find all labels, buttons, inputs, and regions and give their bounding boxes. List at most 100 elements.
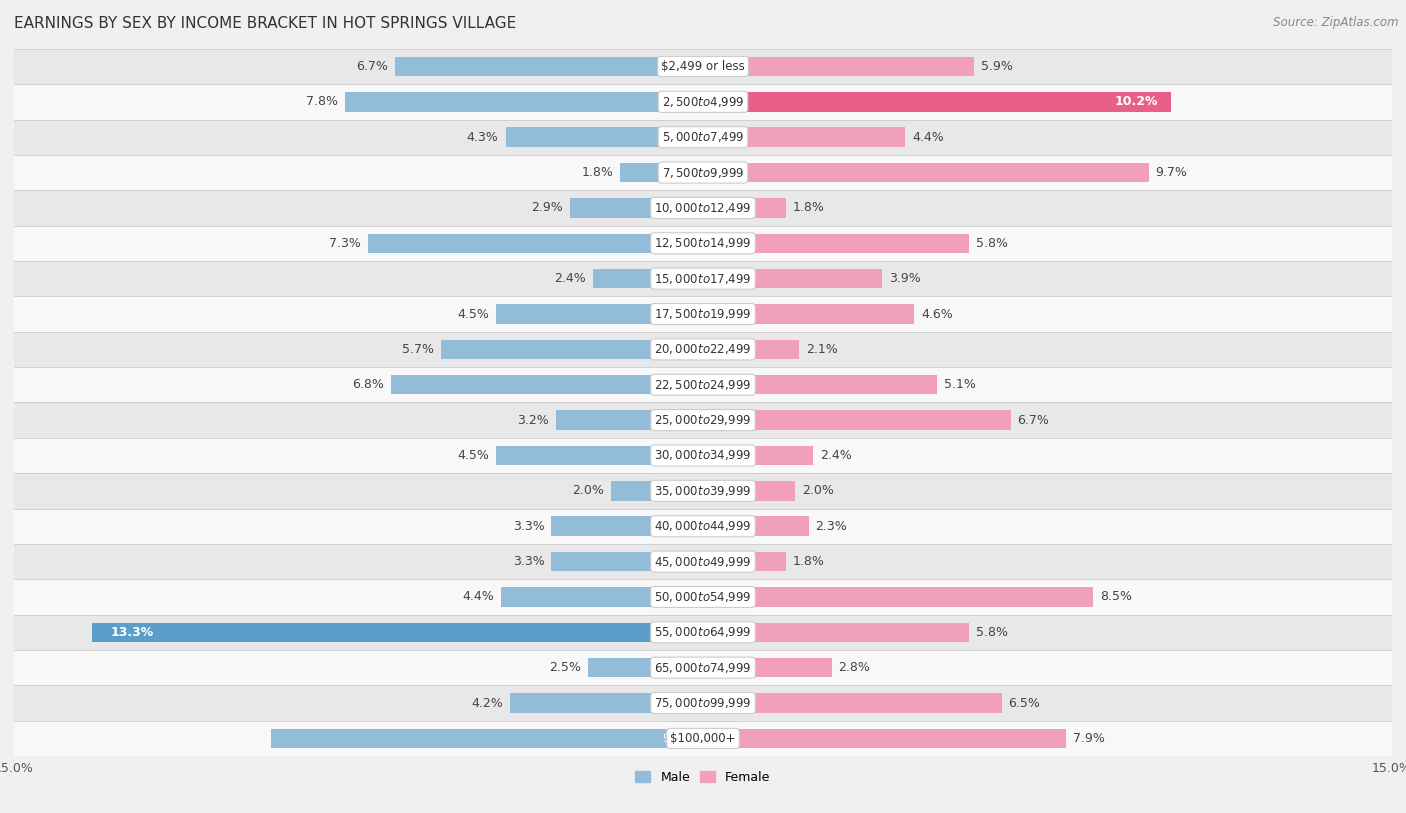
Bar bbox=[703, 233, 969, 253]
Text: 10.2%: 10.2% bbox=[1114, 95, 1157, 108]
Text: $7,500 to $9,999: $7,500 to $9,999 bbox=[662, 166, 744, 180]
Bar bbox=[14, 296, 1392, 332]
Text: 4.5%: 4.5% bbox=[457, 307, 489, 320]
Text: $50,000 to $54,999: $50,000 to $54,999 bbox=[654, 590, 752, 604]
Text: 2.3%: 2.3% bbox=[815, 520, 848, 533]
Text: $20,000 to $22,499: $20,000 to $22,499 bbox=[654, 342, 752, 356]
Bar bbox=[612, 481, 703, 501]
Text: 7.3%: 7.3% bbox=[329, 237, 361, 250]
Bar bbox=[14, 332, 1392, 367]
Text: $2,499 or less: $2,499 or less bbox=[661, 60, 745, 73]
Text: 3.3%: 3.3% bbox=[513, 555, 544, 568]
Bar bbox=[703, 198, 786, 218]
Bar bbox=[14, 473, 1392, 509]
Bar bbox=[14, 402, 1392, 437]
Bar bbox=[271, 728, 703, 748]
Bar bbox=[93, 623, 703, 642]
Bar bbox=[14, 509, 1392, 544]
Text: $100,000+: $100,000+ bbox=[671, 732, 735, 745]
Text: 1.8%: 1.8% bbox=[582, 166, 613, 179]
Text: 7.9%: 7.9% bbox=[1073, 732, 1105, 745]
Text: 1.8%: 1.8% bbox=[793, 555, 824, 568]
Text: 13.3%: 13.3% bbox=[111, 626, 153, 639]
Bar bbox=[14, 615, 1392, 650]
Text: Source: ZipAtlas.com: Source: ZipAtlas.com bbox=[1274, 16, 1399, 29]
Bar bbox=[703, 481, 794, 501]
Text: 2.8%: 2.8% bbox=[838, 661, 870, 674]
Text: $55,000 to $64,999: $55,000 to $64,999 bbox=[654, 625, 752, 639]
Bar bbox=[588, 658, 703, 677]
Text: $5,000 to $7,499: $5,000 to $7,499 bbox=[662, 130, 744, 144]
Bar bbox=[14, 120, 1392, 155]
Text: 9.4%: 9.4% bbox=[662, 732, 693, 745]
Bar bbox=[14, 544, 1392, 579]
Text: 2.5%: 2.5% bbox=[550, 661, 581, 674]
Bar bbox=[14, 579, 1392, 615]
Text: $25,000 to $29,999: $25,000 to $29,999 bbox=[654, 413, 752, 427]
Bar bbox=[569, 198, 703, 218]
Bar bbox=[703, 92, 1171, 111]
Text: 2.9%: 2.9% bbox=[531, 202, 562, 215]
Bar bbox=[620, 163, 703, 182]
Text: 5.7%: 5.7% bbox=[402, 343, 434, 356]
Bar bbox=[14, 225, 1392, 261]
Text: 3.9%: 3.9% bbox=[889, 272, 921, 285]
Bar bbox=[551, 516, 703, 536]
Bar bbox=[14, 49, 1392, 85]
Bar bbox=[14, 685, 1392, 720]
Text: 4.6%: 4.6% bbox=[921, 307, 953, 320]
Bar bbox=[703, 269, 882, 289]
Bar bbox=[14, 650, 1392, 685]
Bar bbox=[391, 375, 703, 394]
Text: 1.8%: 1.8% bbox=[793, 202, 824, 215]
Bar bbox=[344, 92, 703, 111]
Text: $15,000 to $17,499: $15,000 to $17,499 bbox=[654, 272, 752, 285]
Bar bbox=[14, 190, 1392, 226]
Bar bbox=[703, 375, 938, 394]
Bar bbox=[551, 552, 703, 572]
Text: 2.0%: 2.0% bbox=[572, 485, 605, 498]
Text: 2.1%: 2.1% bbox=[807, 343, 838, 356]
Text: $2,500 to $4,999: $2,500 to $4,999 bbox=[662, 95, 744, 109]
Bar bbox=[496, 446, 703, 465]
Bar bbox=[368, 233, 703, 253]
Text: 5.9%: 5.9% bbox=[981, 60, 1012, 73]
Bar bbox=[703, 728, 1066, 748]
Text: 6.7%: 6.7% bbox=[357, 60, 388, 73]
Text: $35,000 to $39,999: $35,000 to $39,999 bbox=[654, 484, 752, 498]
Text: $45,000 to $49,999: $45,000 to $49,999 bbox=[654, 554, 752, 568]
Text: 4.3%: 4.3% bbox=[467, 131, 499, 144]
Text: 4.2%: 4.2% bbox=[471, 697, 503, 710]
Text: $10,000 to $12,499: $10,000 to $12,499 bbox=[654, 201, 752, 215]
Bar bbox=[14, 84, 1392, 120]
Bar bbox=[703, 411, 1011, 430]
Bar bbox=[703, 623, 969, 642]
Bar bbox=[703, 693, 1001, 713]
Bar bbox=[14, 261, 1392, 297]
Text: 5.8%: 5.8% bbox=[976, 626, 1008, 639]
Bar bbox=[510, 693, 703, 713]
Text: $30,000 to $34,999: $30,000 to $34,999 bbox=[654, 449, 752, 463]
Text: 6.7%: 6.7% bbox=[1018, 414, 1049, 427]
Bar bbox=[703, 587, 1094, 606]
Legend: Male, Female: Male, Female bbox=[630, 766, 776, 789]
Text: 9.7%: 9.7% bbox=[1156, 166, 1187, 179]
Text: 5.8%: 5.8% bbox=[976, 237, 1008, 250]
Bar bbox=[703, 658, 831, 677]
Text: 4.5%: 4.5% bbox=[457, 449, 489, 462]
Bar bbox=[703, 446, 813, 465]
Text: 4.4%: 4.4% bbox=[463, 590, 494, 603]
Bar bbox=[506, 128, 703, 147]
Bar bbox=[703, 128, 905, 147]
Text: 4.4%: 4.4% bbox=[912, 131, 943, 144]
Bar bbox=[703, 57, 974, 76]
Bar bbox=[703, 304, 914, 324]
Bar bbox=[14, 437, 1392, 473]
Bar bbox=[14, 154, 1392, 190]
Bar bbox=[14, 720, 1392, 756]
Text: 2.4%: 2.4% bbox=[554, 272, 586, 285]
Text: 6.8%: 6.8% bbox=[352, 378, 384, 391]
Text: 2.0%: 2.0% bbox=[801, 485, 834, 498]
Text: 7.8%: 7.8% bbox=[307, 95, 337, 108]
Text: $75,000 to $99,999: $75,000 to $99,999 bbox=[654, 696, 752, 710]
